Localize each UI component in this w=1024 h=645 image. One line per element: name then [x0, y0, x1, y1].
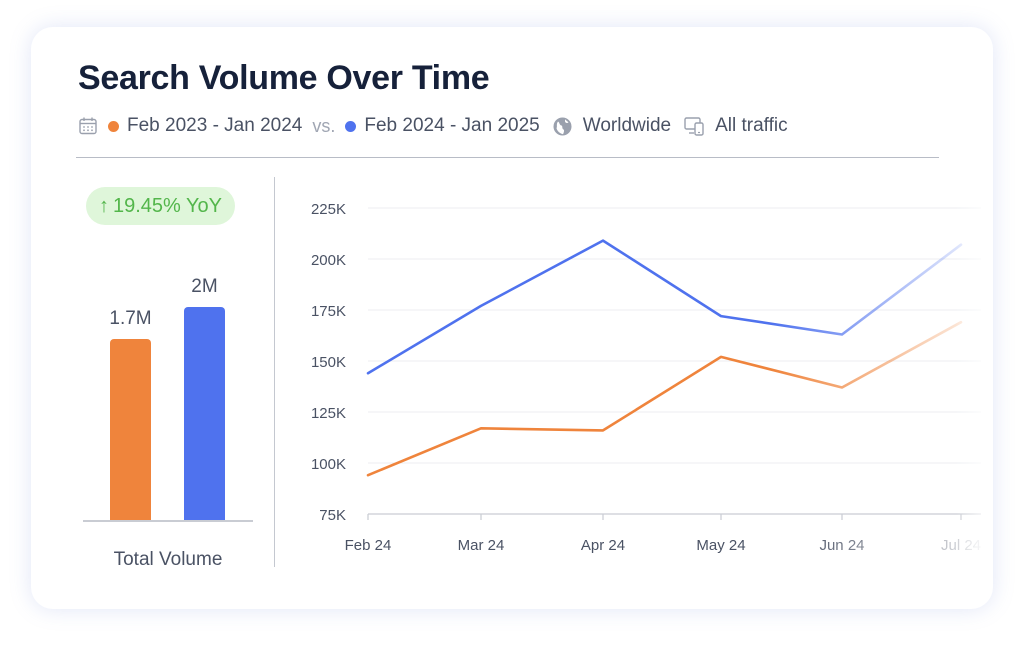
current-period-dot	[345, 120, 357, 132]
x-tick-label: May 24	[696, 537, 745, 554]
edge-fade-overlay	[956, 197, 993, 557]
current-period-label[interactable]: Feb 2024 - Jan 2025	[364, 115, 540, 136]
bar-value-label: 2M	[191, 276, 218, 297]
y-tick-label: 150K	[311, 354, 346, 371]
x-tick-label: Jun 24	[819, 537, 864, 554]
panel-divider	[274, 177, 275, 567]
y-tick-label: 200K	[311, 252, 346, 269]
y-tick-label: 175K	[311, 303, 346, 320]
yoy-value: 19.45% YoY	[113, 194, 222, 217]
region-label[interactable]: Worldwide	[582, 115, 672, 136]
devices-icon	[683, 115, 705, 137]
y-tick-label: 75K	[319, 507, 346, 524]
vs-label: vs.	[312, 115, 336, 136]
bar-previous-period[interactable]	[110, 338, 151, 520]
y-tick-label: 100K	[311, 456, 346, 473]
previous-period-label[interactable]: Feb 2023 - Jan 2024	[127, 115, 303, 136]
previous-period-dot	[108, 120, 119, 132]
total-volume-label: Total Volume	[113, 549, 223, 570]
up-arrow-icon: ↑	[99, 194, 109, 217]
x-tick-label: Apr 24	[581, 537, 625, 554]
search-volume-card: Search Volume Over Time Feb 2023 - Jan 2…	[31, 27, 993, 609]
x-tick-label: Feb 24	[345, 537, 392, 554]
bar-current-period[interactable]	[184, 307, 225, 520]
search-volume-line-chart: 75K 100K 125K 150K 175K 200K 225K Feb 24 Mar 24 A…	[311, 197, 993, 557]
globe-icon	[552, 116, 573, 137]
bar-value-label: 1.7M	[109, 307, 152, 329]
header-divider	[76, 157, 939, 158]
bar-baseline	[83, 520, 253, 522]
card-title: Search Volume Over Time	[78, 59, 490, 97]
x-tick-label: Mar 24	[458, 537, 505, 554]
y-tick-label: 225K	[311, 201, 346, 218]
yoy-badge: ↑ 19.45% YoY	[86, 187, 235, 225]
filter-row: Feb 2023 - Jan 2024 vs. Feb 2024 - Jan 2…	[78, 113, 788, 139]
calendar-icon[interactable]	[78, 116, 98, 136]
y-tick-label: 125K	[311, 405, 346, 422]
series-line-previous[interactable]	[366, 320, 963, 477]
series-line-current[interactable]	[366, 239, 963, 375]
traffic-label[interactable]: All traffic	[715, 115, 788, 136]
